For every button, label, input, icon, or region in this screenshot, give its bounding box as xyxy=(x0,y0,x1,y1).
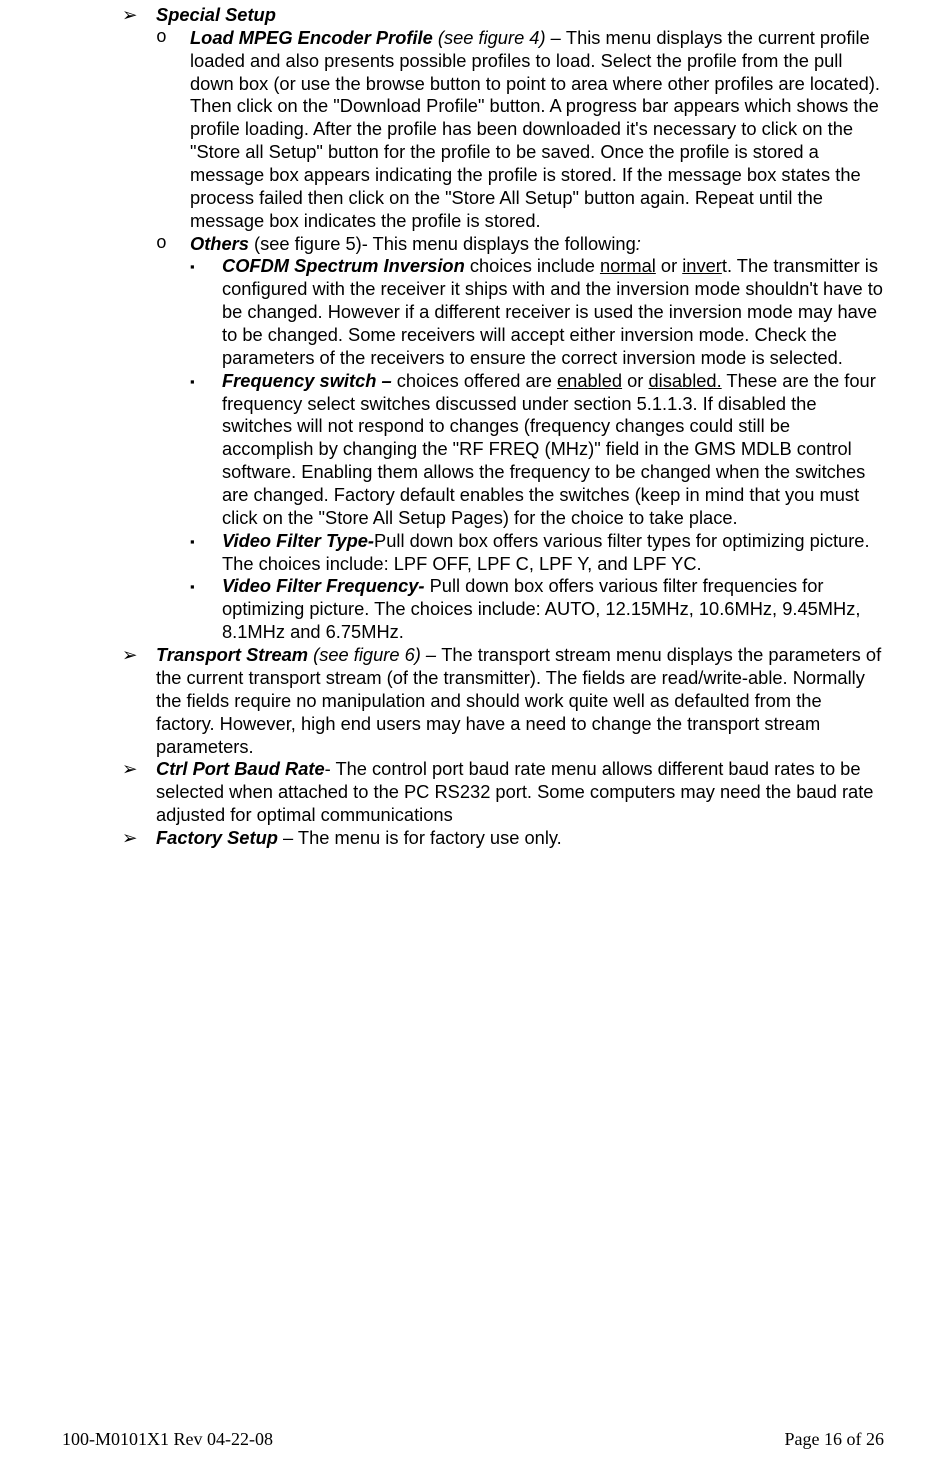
heading-special-setup: Special Setup xyxy=(156,4,276,25)
item-cofdm: ▪ COFDM Spectrum Inversion choices inclu… xyxy=(190,255,884,369)
text-frequency-switch: Frequency switch – choices offered are e… xyxy=(222,370,884,530)
bullet-icon: ➢ xyxy=(122,758,156,827)
item-ctrl-port-baud: ➢ Ctrl Port Baud Rate- The control port … xyxy=(122,758,884,827)
text-load-profile: Load MPEG Encoder Profile (see figure 4)… xyxy=(190,27,884,233)
text-others: Others (see figure 5)- This menu display… xyxy=(190,233,884,256)
item-transport-stream: ➢ Transport Stream (see figure 6) – The … xyxy=(122,644,884,758)
bullet-icon: ▪ xyxy=(190,255,222,369)
item-frequency-switch: ▪ Frequency switch – choices offered are… xyxy=(190,370,884,530)
item-factory-setup: ➢ Factory Setup – The menu is for factor… xyxy=(122,827,884,850)
item-others: o Others (see figure 5)- This menu displ… xyxy=(156,233,884,256)
bullet-icon: ➢ xyxy=(122,827,156,850)
bullet-icon: ▪ xyxy=(190,370,222,530)
bullet-icon: o xyxy=(156,27,190,233)
bullet-icon: ➢ xyxy=(122,644,156,758)
item-load-profile: o Load MPEG Encoder Profile (see figure … xyxy=(156,27,884,233)
text-ctrl-port-baud: Ctrl Port Baud Rate- The control port ba… xyxy=(156,758,884,827)
item-video-filter-frequency: ▪ Video Filter Frequency- Pull down box … xyxy=(190,575,884,644)
manual-page: ➢ Special Setup o Load MPEG Encoder Prof… xyxy=(0,0,946,1480)
page-footer: 100-M0101X1 Rev 04-22-08 Page 16 of 26 xyxy=(62,1428,884,1451)
text-transport-stream: Transport Stream (see figure 6) – The tr… xyxy=(156,644,884,758)
footer-page-number: Page 16 of 26 xyxy=(785,1428,884,1451)
bullet-icon: ➢ xyxy=(122,4,156,27)
bullet-icon: o xyxy=(156,233,190,256)
bullet-icon: ▪ xyxy=(190,575,222,644)
item-special-setup: ➢ Special Setup xyxy=(122,4,884,27)
footer-revision: 100-M0101X1 Rev 04-22-08 xyxy=(62,1428,273,1451)
text-video-filter-frequency: Video Filter Frequency- Pull down box of… xyxy=(222,575,884,644)
text-video-filter-type: Video Filter Type-Pull down box offers v… xyxy=(222,530,884,576)
text-factory-setup: Factory Setup – The menu is for factory … xyxy=(156,827,884,850)
text-cofdm: COFDM Spectrum Inversion choices include… xyxy=(222,255,884,369)
bullet-icon: ▪ xyxy=(190,530,222,576)
body-content: ➢ Special Setup o Load MPEG Encoder Prof… xyxy=(62,4,884,850)
item-video-filter-type: ▪ Video Filter Type-Pull down box offers… xyxy=(190,530,884,576)
